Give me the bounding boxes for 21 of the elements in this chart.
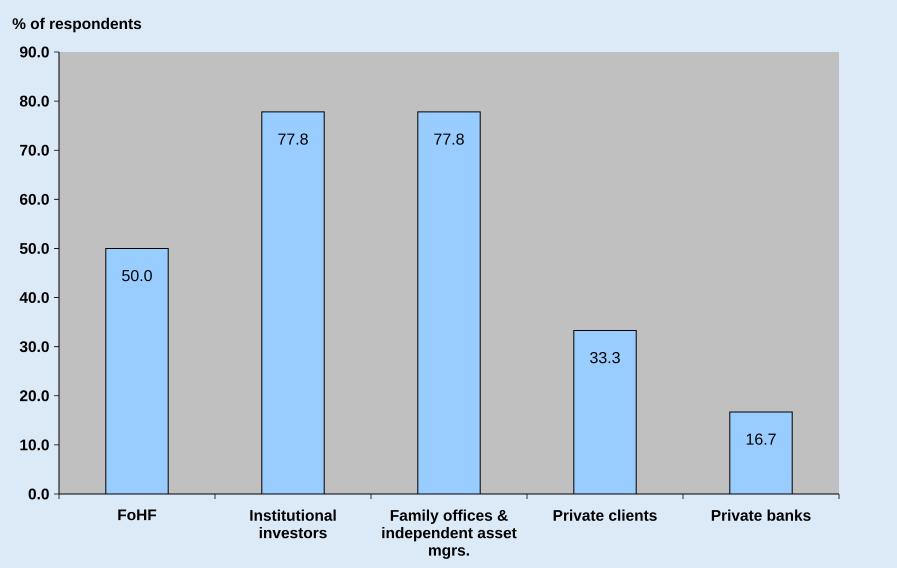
data-label: 50.0 [122,270,152,282]
y-tick-label: 50.0 [20,242,49,254]
y-tick-label: 60.0 [20,194,49,205]
y-tick-label: 80.0 [20,96,49,107]
data-label: 77.8 [434,133,464,145]
y-tick-label: 40.0 [20,292,49,304]
x-tick-label: Private clients [554,510,657,521]
y-tick-label: 30.0 [20,341,49,352]
x-tick-label: Private banks [712,510,811,521]
x-tick-label: Family offices & independent asset mgrs. [382,510,517,559]
data-label: 33.3 [590,352,620,364]
x-tick-label: FoHF [118,510,156,520]
data-label: 16.7 [746,434,776,445]
y-tick-label: 10.0 [20,439,49,450]
y-tick-label: 20.0 [20,390,49,402]
y-tick-label: 70.0 [20,144,49,156]
x-tick-label: Institutional investors [250,510,336,538]
y-axis-title: % of respondents [12,18,142,32]
data-label: 77.8 [278,133,308,145]
y-tick-label: 0.0 [28,488,49,500]
y-tick-label: 90.0 [20,46,49,58]
